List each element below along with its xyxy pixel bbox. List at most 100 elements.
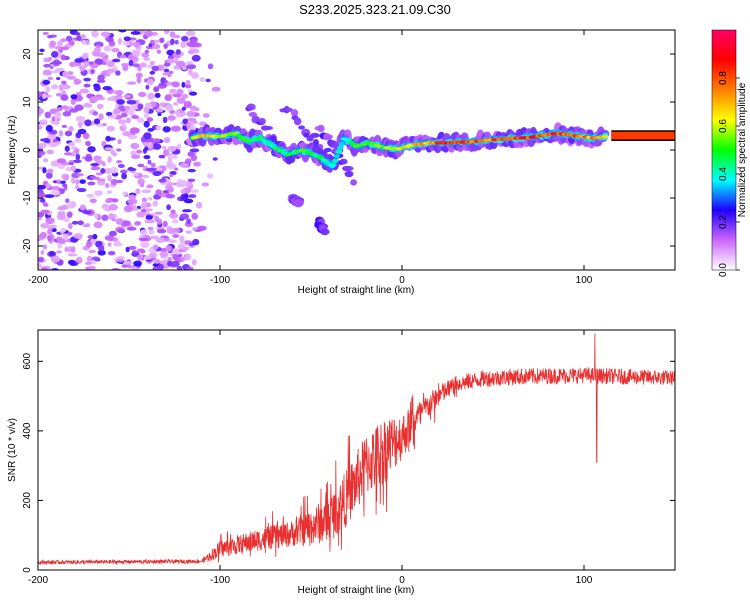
spectrogram-cell <box>146 184 154 189</box>
spectrogram-cell <box>246 103 256 111</box>
spectrogram-cell <box>151 43 161 50</box>
spectrogram-cell <box>117 139 122 145</box>
spectrogram-cell <box>81 39 87 45</box>
spectrogram-cell <box>110 95 116 102</box>
spectrogram-cell <box>137 163 145 168</box>
spectrogram-cell <box>149 60 156 66</box>
spectrogram-cell <box>193 107 200 112</box>
spectrogram-cell <box>179 162 190 168</box>
spectrogram-cell <box>71 177 76 184</box>
spectrogram-cell <box>126 81 137 85</box>
spectrogram-cell <box>191 212 199 220</box>
spectrogram-cell <box>113 89 124 95</box>
spectrogram-cell <box>73 233 83 239</box>
spectrogram-cell <box>115 95 123 100</box>
spectrogram-cell <box>284 107 293 112</box>
spectrogram-cell <box>147 159 152 165</box>
spectrogram-cell <box>187 178 196 182</box>
spectrogram-cell <box>45 183 51 189</box>
spectrogram-cell <box>188 91 198 96</box>
spectrogram-cell <box>56 250 62 254</box>
spectrogram-cell <box>137 178 145 186</box>
spectrogram-cell <box>67 253 77 257</box>
spectrogram-cell <box>144 49 150 54</box>
spectrogram-cell <box>182 118 189 125</box>
spectrogram-cell <box>191 54 201 62</box>
spectrogram-cell <box>115 218 124 225</box>
spectrogram-cell <box>77 121 83 128</box>
spectrogram-cell <box>183 101 192 108</box>
spectrogram-cell <box>154 39 161 43</box>
spectrogram-cell <box>85 266 90 270</box>
spectrogram-cell <box>55 76 61 81</box>
spectrogram-cell <box>104 235 115 241</box>
spectrogram-cell <box>154 211 163 215</box>
spectrogram-cell <box>333 154 340 158</box>
spectrogram-cell <box>201 182 210 187</box>
spectrogram-cell <box>92 233 98 240</box>
spectrogram-cell <box>71 220 79 225</box>
spectrogram-cell <box>76 173 84 177</box>
spectrogram-cell <box>163 68 170 73</box>
spectrogram-cell <box>143 106 150 114</box>
spectrogram-cell <box>82 210 92 215</box>
spectrogram-cell <box>65 35 73 42</box>
spectrogram-cell <box>41 93 47 100</box>
spectrogram-cell <box>51 84 59 90</box>
spectrogram-cell <box>87 146 96 153</box>
spectrogram-cell <box>147 226 154 231</box>
spectrogram-cell <box>123 36 131 42</box>
spectrogram-cell <box>290 109 299 117</box>
x-tick-label: -200 <box>28 575 48 586</box>
y-tick-label: -20 <box>22 238 33 253</box>
spectrogram-cell <box>176 97 186 104</box>
spectrogram-cell <box>293 117 302 126</box>
spectrogram-cell <box>186 61 194 65</box>
spectrogram-cell <box>156 85 167 89</box>
spectrogram-cell <box>57 206 67 211</box>
spectrogram-cell <box>105 135 111 142</box>
spectrogram-cell <box>132 266 138 270</box>
colorbar-tick-label: 0.6 <box>718 119 729 133</box>
spectrogram-cell <box>129 127 140 134</box>
spectrogram-cell <box>186 138 192 146</box>
spectrogram-cell <box>45 217 55 225</box>
spectrogram-cell <box>149 70 156 75</box>
spectrogram-cell <box>179 235 185 242</box>
spectrogram-cell <box>68 126 74 132</box>
x-tick-label: -100 <box>210 275 230 286</box>
spectrogram-cell <box>192 48 200 54</box>
spectrogram-cell <box>40 198 46 203</box>
snr-x-label: Height of straight line (km) <box>298 585 415 596</box>
spectrogram-cell <box>176 110 181 118</box>
spectrogram-cell <box>167 239 177 244</box>
spectrogram-cell <box>140 229 148 236</box>
spectrogram-cell <box>126 226 137 231</box>
spectrogram-cell <box>167 145 177 152</box>
spectrogram-cell <box>161 145 167 150</box>
spectrogram-cell <box>42 158 49 163</box>
spectrogram-cell <box>317 124 325 133</box>
spectrogram-cell <box>103 45 112 52</box>
spectrogram-cell <box>51 228 57 233</box>
spectrogram-cell <box>343 166 354 171</box>
spectrogram-cell <box>117 163 125 169</box>
spectrogram-cell <box>60 94 69 101</box>
spectrogram-cell <box>181 35 189 42</box>
spectrogram-cell <box>126 117 131 124</box>
spectrogram-cell <box>139 237 149 241</box>
spectrogram-cell <box>94 213 99 219</box>
spectrogram-cell <box>93 118 101 125</box>
spectrogram-cell <box>127 198 138 205</box>
spectrogram-cell <box>125 246 130 253</box>
spectrogram-cell <box>186 110 196 118</box>
spectrogram-cell <box>190 38 198 43</box>
spectrogram-cell <box>50 189 61 196</box>
spectrogram-cell <box>165 193 175 199</box>
spectrogram-cell <box>75 153 81 161</box>
spectrogram-cell <box>134 221 142 226</box>
spectrogram-cell <box>107 242 112 247</box>
spectrogram-cell <box>71 146 78 150</box>
spectrogram-cell <box>172 93 182 98</box>
spectrogram-cell <box>143 132 152 140</box>
